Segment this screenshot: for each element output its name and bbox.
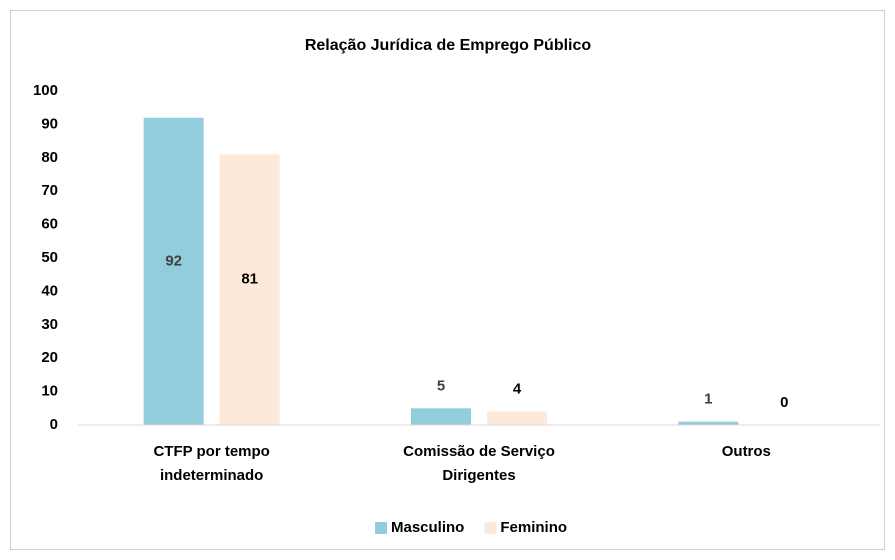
data-label: 1	[704, 391, 712, 408]
y-tick-label: 60	[41, 216, 58, 233]
data-label: 0	[780, 394, 788, 411]
data-label: 92	[165, 252, 182, 269]
x-tick-label: Outros	[721, 443, 771, 460]
chart-title: Relação Jurídica de Emprego Público	[305, 37, 592, 54]
legend-label: Feminino	[500, 519, 567, 536]
bar	[219, 154, 280, 425]
bar	[678, 421, 739, 425]
y-tick-label: 0	[50, 416, 58, 433]
legend-swatch	[375, 522, 387, 534]
y-tick-label: 70	[41, 182, 58, 199]
y-tick-label: 100	[33, 82, 58, 99]
data-label: 4	[513, 381, 522, 398]
x-tick-label: Comissão de Serviço Dirigentes	[403, 443, 555, 484]
y-tick-label: 30	[41, 316, 58, 333]
y-tick-label: 80	[41, 149, 58, 166]
x-tick-label: CTFP por tempo indeterminado	[153, 443, 270, 484]
legend-label: Masculino	[391, 519, 464, 536]
bar	[143, 117, 204, 425]
y-tick-label: 10	[41, 383, 58, 400]
y-tick-label: 50	[41, 249, 58, 266]
data-label: 5	[437, 377, 445, 394]
y-tick-label: 40	[41, 282, 58, 299]
legend-swatch	[484, 522, 497, 534]
y-tick-label: 90	[41, 115, 58, 132]
y-tick-label: 20	[41, 349, 58, 366]
bar	[487, 411, 547, 425]
bar	[411, 408, 471, 425]
data-label: 81	[241, 271, 258, 288]
